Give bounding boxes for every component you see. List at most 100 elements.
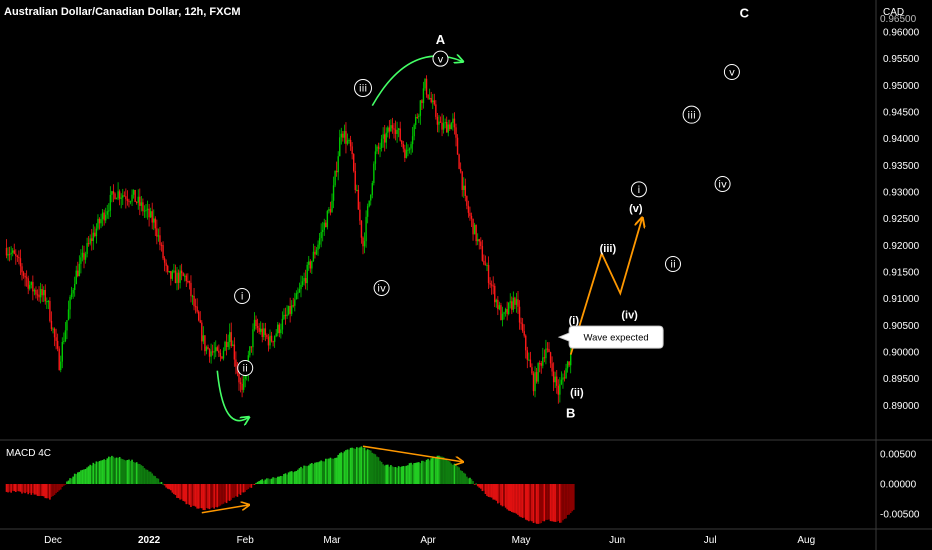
candle — [43, 286, 45, 303]
macd-bar — [182, 484, 184, 501]
candle — [512, 291, 515, 313]
macd-bar — [185, 484, 188, 505]
candle-body — [170, 271, 172, 279]
candle-body — [291, 305, 293, 314]
candle — [10, 246, 12, 261]
candle — [154, 216, 156, 237]
candle-body — [41, 288, 43, 296]
candle — [187, 273, 189, 284]
macd-bar — [27, 484, 29, 495]
macd-bar — [146, 469, 149, 484]
macd-bar — [394, 466, 397, 484]
candle — [354, 162, 356, 194]
macd-bar — [202, 484, 205, 511]
candle — [170, 270, 172, 286]
macd-bar — [455, 465, 457, 484]
macd-bar — [183, 484, 186, 502]
candle — [148, 204, 150, 227]
candle-body — [385, 132, 387, 143]
candle — [411, 126, 414, 153]
candle — [425, 75, 428, 98]
macd-bar — [100, 460, 102, 484]
candle-body — [188, 281, 191, 283]
candle — [315, 247, 318, 256]
macd-bar — [369, 450, 372, 484]
macd-bar — [524, 484, 527, 520]
candle — [300, 275, 302, 298]
macd-bar — [458, 467, 460, 484]
macd-bar — [438, 455, 440, 484]
macd-bar — [190, 484, 192, 507]
candle-body — [393, 128, 395, 130]
candle — [100, 213, 102, 229]
candle-body — [275, 333, 277, 337]
macd-axis[interactable]: 0.00500 0.00000 -0.00500 — [880, 450, 920, 521]
candle-body — [388, 127, 391, 132]
macd-bar — [546, 484, 549, 520]
macd-bar — [489, 484, 491, 498]
macd-bar — [61, 484, 64, 487]
candle-body — [495, 299, 497, 303]
candle-body — [168, 271, 170, 273]
candle — [478, 238, 480, 250]
macd-bar — [188, 484, 191, 505]
candle-body — [472, 218, 474, 235]
macd-bar — [83, 469, 85, 484]
candle-body — [132, 189, 135, 195]
candle — [461, 171, 463, 197]
macd-bar — [512, 484, 515, 513]
wave-label-text: iii — [359, 84, 367, 95]
macd-bar — [418, 462, 420, 484]
candle — [120, 193, 122, 209]
candle-body — [523, 331, 525, 336]
candle-body — [46, 301, 48, 303]
candle — [348, 138, 350, 144]
candle — [497, 296, 499, 316]
macd-bar — [509, 484, 512, 512]
candle-body — [89, 238, 91, 244]
macd-bar — [534, 484, 536, 523]
macd-bar — [174, 484, 177, 496]
candle-body — [185, 275, 187, 282]
candle — [53, 327, 56, 347]
price-axis[interactable]: 0.89000 0.89500 0.90000 0.90500 0.91000 0.915… — [883, 28, 920, 412]
candle-body — [469, 212, 471, 216]
candle-body — [232, 344, 234, 346]
candle — [297, 287, 299, 300]
candle-body — [484, 264, 487, 266]
candle-body — [154, 218, 156, 229]
candle-body — [552, 371, 555, 383]
macd-bar — [72, 476, 74, 484]
candle — [380, 134, 383, 152]
candle-body — [24, 275, 26, 278]
candle-body — [225, 341, 228, 347]
macd-bar — [78, 471, 81, 484]
candle — [410, 141, 412, 155]
candle-body — [306, 264, 308, 284]
candle-body — [184, 275, 186, 277]
macd-bar — [250, 484, 253, 488]
candle — [291, 300, 293, 317]
macd-bar — [430, 458, 432, 484]
macd-bar — [563, 484, 566, 519]
candle-body — [308, 261, 310, 265]
wave-label: C — [740, 5, 750, 20]
candle-body — [105, 214, 107, 221]
candle — [458, 153, 460, 170]
macd-bar — [211, 484, 214, 508]
wave-label-circle — [714, 176, 731, 192]
candle-body — [49, 301, 51, 321]
price-tick-label: 0.93000 — [883, 188, 920, 199]
candle — [74, 276, 76, 297]
candle — [511, 296, 513, 315]
candle — [428, 88, 431, 100]
wave-label: (v) — [629, 203, 643, 215]
macd-bar — [357, 447, 360, 484]
candle-body — [345, 131, 347, 144]
currency-label: CAD — [883, 7, 904, 18]
time-axis[interactable]: Dec 2022 Feb Mar Apr May Jun Jul Aug — [44, 535, 815, 546]
candle-body — [10, 252, 12, 255]
candle-body — [430, 97, 432, 103]
macd-bar — [368, 450, 370, 484]
